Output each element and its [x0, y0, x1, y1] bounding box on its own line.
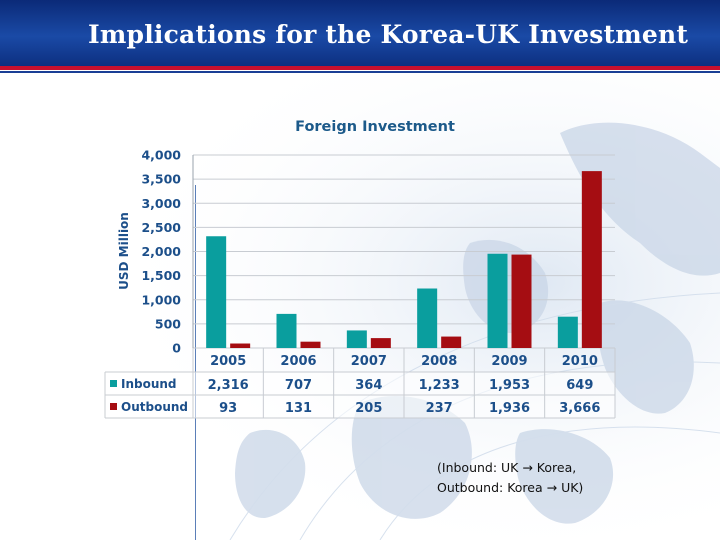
x-tick-label: 2005	[210, 354, 246, 369]
note-line-2: Outbound: Korea → UK)	[437, 480, 584, 495]
y-tick-label: 1,000	[141, 292, 181, 307]
bar-inbound-2009	[487, 253, 508, 348]
title-bar: Implications for the Korea-UK Investment	[0, 0, 720, 66]
y-tick-label: 1,500	[141, 268, 181, 283]
bar-outbound-2005	[230, 343, 251, 348]
bar-inbound-2010	[557, 316, 578, 348]
bar-inbound-2006	[276, 313, 297, 348]
y-tick-label: 2,500	[141, 220, 181, 235]
slide-title: Implications for the Korea-UK Investment	[88, 20, 689, 49]
data-table: 2005 2006 2007 2008 2009 2010 Inbound 2,316 707 3…	[104, 348, 616, 419]
bars	[206, 171, 602, 348]
x-tick-label: 2008	[421, 354, 457, 369]
table-value-outbound: 93	[219, 401, 237, 416]
table-value-outbound: 1,936	[489, 401, 530, 416]
y-tick-label: 0	[172, 341, 181, 356]
blue-rule	[0, 71, 720, 73]
y-tick-label: 2,000	[141, 244, 181, 259]
table-value-outbound: 3,666	[559, 401, 600, 416]
bar-outbound-2010	[581, 171, 602, 348]
bar-inbound-2008	[417, 288, 438, 348]
table-value-inbound: 1,233	[419, 378, 460, 393]
legend-label-outbound: Outbound	[121, 400, 188, 414]
table-value-inbound: 2,316	[208, 378, 249, 393]
bar-outbound-2006	[300, 341, 321, 348]
y-tick-label: 3,000	[141, 196, 181, 211]
note: (Inbound: UK → Korea, Outbound: Korea → …	[437, 458, 583, 498]
table-value-inbound: 364	[355, 378, 382, 393]
y-tick-label: 3,500	[141, 172, 181, 187]
note-line-1: (Inbound: UK → Korea,	[437, 460, 577, 475]
table-value-outbound: 131	[285, 401, 312, 416]
table-value-inbound: 649	[566, 378, 593, 393]
bar-outbound-2009	[511, 254, 532, 348]
x-tick-label: 2006	[280, 354, 316, 369]
divider-line	[195, 185, 196, 540]
y-tick-labels: 0 500 1,000 1,500 2,000 2,500 3,000 3,500 4,000	[141, 148, 181, 356]
bar-inbound-2007	[346, 330, 367, 348]
chart-title: Foreign Investment	[295, 119, 455, 135]
gridlines	[192, 154, 615, 349]
x-tick-label: 2007	[351, 354, 387, 369]
bar-outbound-2008	[441, 336, 462, 348]
table-value-inbound: 1,953	[489, 378, 530, 393]
bar-outbound-2007	[370, 338, 391, 348]
y-axis-label: USD Million	[117, 212, 131, 290]
accent-rule	[0, 66, 720, 70]
table-value-inbound: 707	[285, 378, 312, 393]
x-tick-label: 2010	[562, 354, 598, 369]
y-tick-label: 500	[155, 316, 181, 331]
y-tick-label: 4,000	[141, 148, 181, 163]
legend-swatch-outbound	[110, 403, 117, 410]
table-value-outbound: 237	[426, 401, 453, 416]
x-tick-label: 2009	[491, 354, 527, 369]
bar-inbound-2005	[206, 236, 227, 348]
legend-swatch-inbound	[110, 380, 117, 387]
table-value-outbound: 205	[355, 401, 382, 416]
legend-label-inbound: Inbound	[121, 377, 177, 391]
